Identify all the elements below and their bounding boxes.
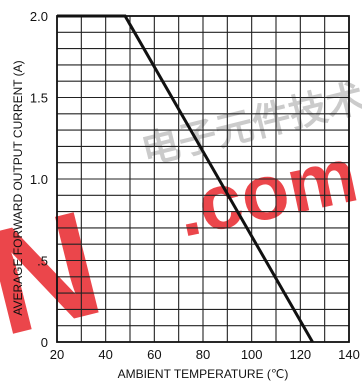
plot-frame bbox=[56, 15, 350, 343]
x-tick-labels: 20 40 60 80 100 120 140 bbox=[50, 347, 360, 362]
y-tick-label: 0 bbox=[41, 335, 48, 350]
grid bbox=[56, 15, 350, 343]
x-tick-label: 80 bbox=[196, 347, 210, 362]
y-axis-label: AVERAGE FORWARD OUTPUT CURRENT (A) bbox=[11, 60, 25, 315]
x-tick-label: 40 bbox=[98, 347, 112, 362]
x-tick-label: 140 bbox=[338, 347, 360, 362]
y-tick-labels: 0 .5 1.0 1.5 2.0 bbox=[30, 9, 48, 350]
series-layer bbox=[57, 14, 314, 343]
y-tick-label: 1.5 bbox=[30, 91, 48, 106]
x-tick-label: 120 bbox=[289, 347, 311, 362]
y-tick-label: .5 bbox=[37, 254, 48, 269]
x-tick-label: 20 bbox=[50, 347, 64, 362]
y-tick-label: 1.0 bbox=[30, 172, 48, 187]
x-axis-label: AMBIENT TEMPERATURE (℃) bbox=[118, 367, 289, 381]
x-tick-label: 60 bbox=[147, 347, 161, 362]
y-tick-label: 2.0 bbox=[30, 9, 48, 24]
x-tick-label: 100 bbox=[241, 347, 263, 362]
plot-border bbox=[56, 15, 350, 343]
derating-curve-0 bbox=[57, 14, 314, 343]
